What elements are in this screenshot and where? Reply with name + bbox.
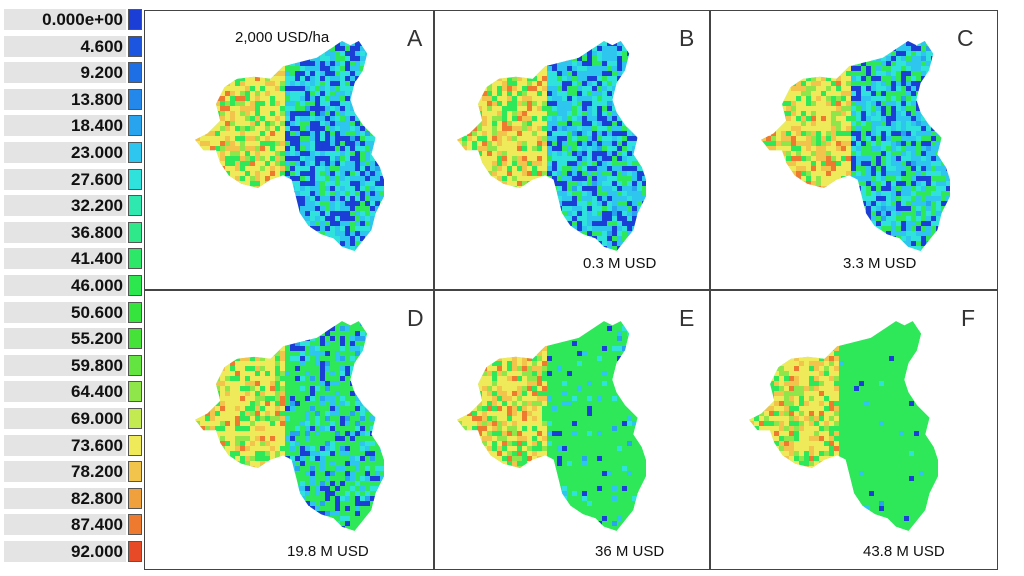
color-legend: 0.000e+00 4.600 9.200 13.800 18.400 23.000 27.…: [4, 8, 144, 570]
panel-letter: C: [957, 25, 974, 51]
legend-entry: 9.200: [4, 61, 144, 85]
legend-value-label: 13.800: [4, 88, 126, 110]
panel-letter: F: [961, 305, 976, 331]
legend-color-swatch: [128, 142, 142, 163]
legend-color-swatch: [128, 35, 142, 57]
land-value-map: [457, 321, 646, 531]
legend-value-label: 82.800: [4, 487, 126, 509]
legend-value-label: 55.200: [4, 328, 126, 350]
legend-value-label: 18.400: [4, 115, 126, 137]
legend-value-label: 32.200: [4, 195, 126, 217]
legend-color-swatch: [128, 328, 142, 350]
legend-value-label: 78.200: [4, 461, 126, 483]
land-value-map: [195, 321, 384, 531]
legend-color-swatch: [128, 115, 142, 137]
legend-entry: 50.600: [4, 301, 144, 325]
map-panel-c: C 3.3 M USD: [710, 10, 998, 290]
legend-entry: 23.000: [4, 141, 144, 165]
legend-color-swatch: [128, 514, 142, 536]
legend-entry: 36.800: [4, 221, 144, 245]
legend-entry: 41.400: [4, 247, 144, 271]
panel-letter: D: [407, 305, 424, 331]
legend-color-swatch: [128, 168, 142, 190]
panel-letter: B: [679, 25, 695, 51]
panel-caption: 0.3 M USD: [583, 255, 657, 272]
legend-entry: 32.200: [4, 194, 144, 218]
map-panel-b: B 0.3 M USD: [434, 10, 710, 290]
panel-caption: 3.3 M USD: [843, 255, 917, 272]
legend-value-label: 0.000e+00: [4, 9, 126, 30]
legend-color-swatch: [128, 461, 142, 483]
legend-entry: 69.000: [4, 407, 144, 431]
legend-color-swatch: [128, 408, 142, 429]
panel-caption: 19.8 M USD: [287, 543, 369, 560]
legend-value-label: 92.000: [4, 541, 126, 562]
panel-caption: 43.8 M USD: [863, 543, 945, 560]
legend-entry: 55.200: [4, 327, 144, 351]
map-panel-a: A 2,000 USD/ha: [144, 10, 434, 290]
legend-color-swatch: [128, 354, 142, 376]
legend-value-label: 87.400: [4, 514, 126, 536]
map-panel-e: E 36 M USD: [434, 290, 710, 570]
panel-letter: A: [407, 25, 423, 51]
legend-entry: 27.600: [4, 168, 144, 192]
legend-value-label: 9.200: [4, 62, 126, 84]
legend-value-label: 46.000: [4, 275, 126, 296]
legend-entry: 92.000: [4, 540, 144, 564]
land-value-map: [761, 41, 950, 251]
land-value-map: [749, 321, 938, 531]
legend-color-swatch: [128, 62, 142, 84]
legend-entry: 82.800: [4, 487, 144, 511]
legend-value-label: 50.600: [4, 301, 126, 323]
panel-caption: 36 M USD: [595, 543, 665, 560]
panel-letter: E: [679, 305, 695, 331]
legend-entry: 4.600: [4, 35, 144, 59]
legend-value-label: 64.400: [4, 381, 126, 403]
legend-color-swatch: [128, 434, 142, 456]
legend-color-swatch: [128, 195, 142, 217]
legend-entry: 46.000: [4, 274, 144, 298]
legend-color-swatch: [128, 248, 142, 270]
legend-value-label: 36.800: [4, 221, 126, 243]
legend-entry: 59.800: [4, 354, 144, 378]
panel-caption: 2,000 USD/ha: [235, 29, 330, 46]
legend-entry: 73.600: [4, 434, 144, 458]
legend-color-swatch: [128, 487, 142, 509]
legend-entry: 87.400: [4, 513, 144, 537]
land-value-map: [457, 41, 646, 251]
legend-color-swatch: [128, 275, 142, 296]
legend-value-label: 4.600: [4, 35, 126, 57]
land-value-map: [195, 41, 384, 251]
legend-entry: 13.800: [4, 88, 144, 112]
legend-value-label: 59.800: [4, 354, 126, 376]
legend-color-swatch: [128, 381, 142, 403]
legend-entry: 64.400: [4, 380, 144, 404]
legend-color-swatch: [128, 9, 142, 30]
legend-entry: 78.200: [4, 460, 144, 484]
legend-entry: 0.000e+00: [4, 8, 144, 32]
legend-color-swatch: [128, 221, 142, 243]
map-panel-grid: A 2,000 USD/ha B 0.3 M USD C 3.3 M USD D 19.8 M…: [144, 10, 998, 570]
map-panel-d: D 19.8 M USD: [144, 290, 434, 570]
legend-value-label: 27.600: [4, 168, 126, 190]
map-panel-f: F 43.8 M USD: [710, 290, 998, 570]
legend-value-label: 73.600: [4, 434, 126, 456]
legend-value-label: 23.000: [4, 142, 126, 163]
legend-color-swatch: [128, 541, 142, 562]
legend-entry: 18.400: [4, 114, 144, 138]
legend-value-label: 41.400: [4, 248, 126, 270]
legend-color-swatch: [128, 301, 142, 323]
legend-color-swatch: [128, 88, 142, 110]
legend-value-label: 69.000: [4, 408, 126, 429]
